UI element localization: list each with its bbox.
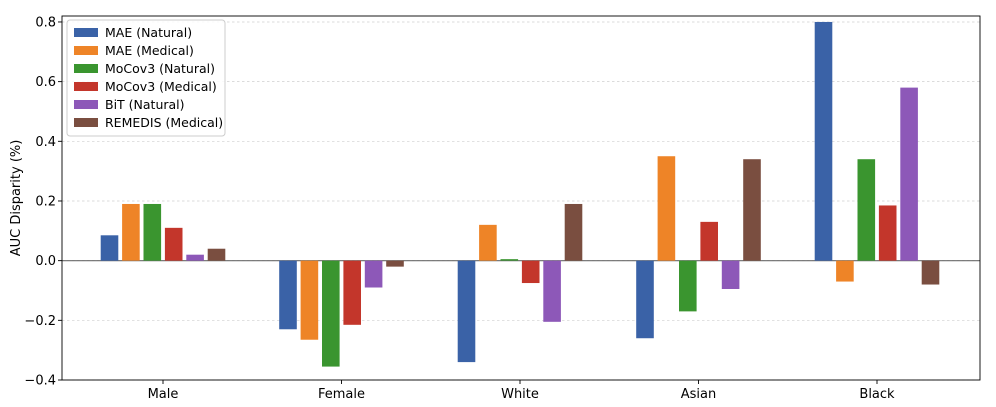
bar-4-0 xyxy=(814,21,833,261)
legend-label: BiT (Natural) xyxy=(105,97,185,112)
legend-label: REMEDIS (Medical) xyxy=(105,115,223,130)
bar-2-0 xyxy=(457,260,476,363)
bar-2-4 xyxy=(543,260,561,322)
bar-2-5 xyxy=(564,203,583,261)
bar-3-4 xyxy=(721,260,740,289)
bar-4-3 xyxy=(878,205,897,261)
bar-2-2 xyxy=(500,259,519,261)
bar-3-5 xyxy=(743,159,761,261)
bar-4-2 xyxy=(857,159,876,261)
bar-0-0 xyxy=(100,235,119,261)
legend-swatch xyxy=(74,28,98,37)
bar-4-1 xyxy=(836,260,854,282)
y-tick-label: 0.8 xyxy=(35,15,56,30)
y-tick-label: 0.0 xyxy=(35,254,56,269)
legend-label: MAE (Medical) xyxy=(105,43,194,58)
bar-3-1 xyxy=(657,156,676,261)
y-tick-label: 0.6 xyxy=(35,75,56,90)
legend: MAE (Natural) MAE (Medical) MoCov3 (Natura… xyxy=(66,19,226,137)
legend-label: MoCov3 (Natural) xyxy=(105,61,215,76)
bar-0-2 xyxy=(143,203,162,261)
bar-2-3 xyxy=(521,260,540,284)
bar-4-4 xyxy=(900,87,918,261)
legend-swatch xyxy=(74,100,98,109)
x-tick-label: Asian xyxy=(681,387,716,402)
y-tick-label: 0.2 xyxy=(35,194,56,209)
bar-3-3 xyxy=(700,221,718,261)
legend-label: MoCov3 (Medical) xyxy=(105,79,217,94)
y-axis-ticks: 0.8 0.6 0.4 0.2 0.0 −0.2 −0.4 xyxy=(24,15,62,389)
bar-4-5 xyxy=(921,260,940,285)
bar-3-2 xyxy=(679,260,697,312)
legend-swatch xyxy=(74,82,98,91)
bar-1-3 xyxy=(343,260,361,325)
bar-0-1 xyxy=(122,203,140,261)
bar-1-1 xyxy=(300,260,319,340)
x-tick-label: Black xyxy=(859,387,895,402)
y-axis-label: AUC Disparity (%) xyxy=(9,140,24,257)
legend-box xyxy=(66,19,226,137)
x-tick-label: Male xyxy=(148,387,179,402)
plot-area-frame xyxy=(61,15,981,381)
bar-1-5 xyxy=(386,260,404,267)
bar-0-3 xyxy=(164,227,183,261)
bar-0-4 xyxy=(186,254,204,261)
bar-2-1 xyxy=(479,224,497,261)
x-axis-ticks: Male Female White Asian Black xyxy=(148,380,895,402)
y-tick-label: 0.4 xyxy=(35,135,56,150)
legend-swatch xyxy=(74,118,98,127)
bar-3-0 xyxy=(636,260,654,339)
bar-1-4 xyxy=(364,260,383,288)
legend-swatch xyxy=(74,64,98,73)
bar-0-5 xyxy=(207,248,226,261)
bar-1-0 xyxy=(279,260,297,330)
x-tick-label: Female xyxy=(318,387,365,402)
y-tick-label: −0.2 xyxy=(24,314,56,329)
bars xyxy=(100,21,940,367)
legend-swatch xyxy=(74,46,98,55)
y-tick-label: −0.4 xyxy=(24,374,56,389)
legend-label: MAE (Natural) xyxy=(105,25,192,40)
x-tick-label: White xyxy=(501,387,539,402)
bar-1-2 xyxy=(322,260,340,367)
